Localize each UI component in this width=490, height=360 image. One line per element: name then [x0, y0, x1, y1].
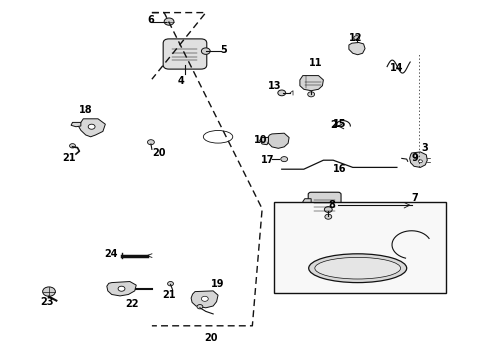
Circle shape: [197, 305, 203, 309]
Polygon shape: [410, 152, 427, 167]
FancyBboxPatch shape: [308, 192, 341, 220]
Circle shape: [43, 287, 55, 296]
Circle shape: [70, 144, 75, 148]
Text: 24: 24: [104, 249, 118, 259]
Polygon shape: [78, 119, 105, 137]
Circle shape: [324, 207, 332, 212]
Circle shape: [413, 155, 418, 158]
Polygon shape: [107, 282, 136, 296]
Text: 8: 8: [328, 200, 335, 210]
Circle shape: [118, 286, 125, 291]
Text: 4: 4: [178, 76, 185, 86]
Circle shape: [281, 157, 288, 162]
Text: 5: 5: [220, 45, 227, 55]
Text: 2: 2: [330, 120, 337, 130]
Text: 21: 21: [162, 290, 176, 300]
FancyBboxPatch shape: [163, 39, 207, 69]
Text: 16: 16: [333, 164, 347, 174]
Circle shape: [418, 160, 422, 163]
Circle shape: [354, 36, 360, 40]
Circle shape: [88, 124, 95, 129]
Text: 17: 17: [261, 155, 274, 165]
Text: 20: 20: [152, 148, 166, 158]
Polygon shape: [260, 138, 269, 145]
Circle shape: [278, 90, 286, 96]
Text: 10: 10: [253, 135, 267, 145]
Polygon shape: [191, 291, 218, 308]
Circle shape: [164, 18, 174, 25]
Polygon shape: [300, 76, 323, 91]
Text: 3: 3: [421, 143, 428, 153]
Circle shape: [308, 92, 315, 97]
Circle shape: [201, 296, 208, 301]
Text: 15: 15: [333, 119, 347, 129]
Ellipse shape: [315, 257, 401, 279]
Text: 18: 18: [79, 105, 93, 115]
Text: 12: 12: [348, 33, 362, 43]
Circle shape: [168, 282, 173, 286]
Polygon shape: [267, 133, 289, 148]
Text: 22: 22: [125, 299, 139, 309]
Text: 23: 23: [40, 297, 53, 307]
Text: 20: 20: [204, 333, 218, 343]
Text: 9: 9: [412, 153, 418, 163]
Text: 13: 13: [268, 81, 282, 91]
Text: 19: 19: [211, 279, 224, 289]
Text: 21: 21: [62, 153, 75, 163]
Bar: [274, 202, 446, 293]
Polygon shape: [349, 42, 365, 55]
Text: 14: 14: [390, 63, 403, 73]
Text: 11: 11: [309, 58, 323, 68]
Text: 6: 6: [147, 15, 154, 25]
Ellipse shape: [309, 254, 407, 283]
Text: 7: 7: [412, 193, 418, 203]
Polygon shape: [71, 122, 81, 127]
Polygon shape: [303, 199, 311, 205]
Circle shape: [201, 48, 210, 54]
Circle shape: [147, 140, 154, 145]
Circle shape: [325, 214, 332, 219]
